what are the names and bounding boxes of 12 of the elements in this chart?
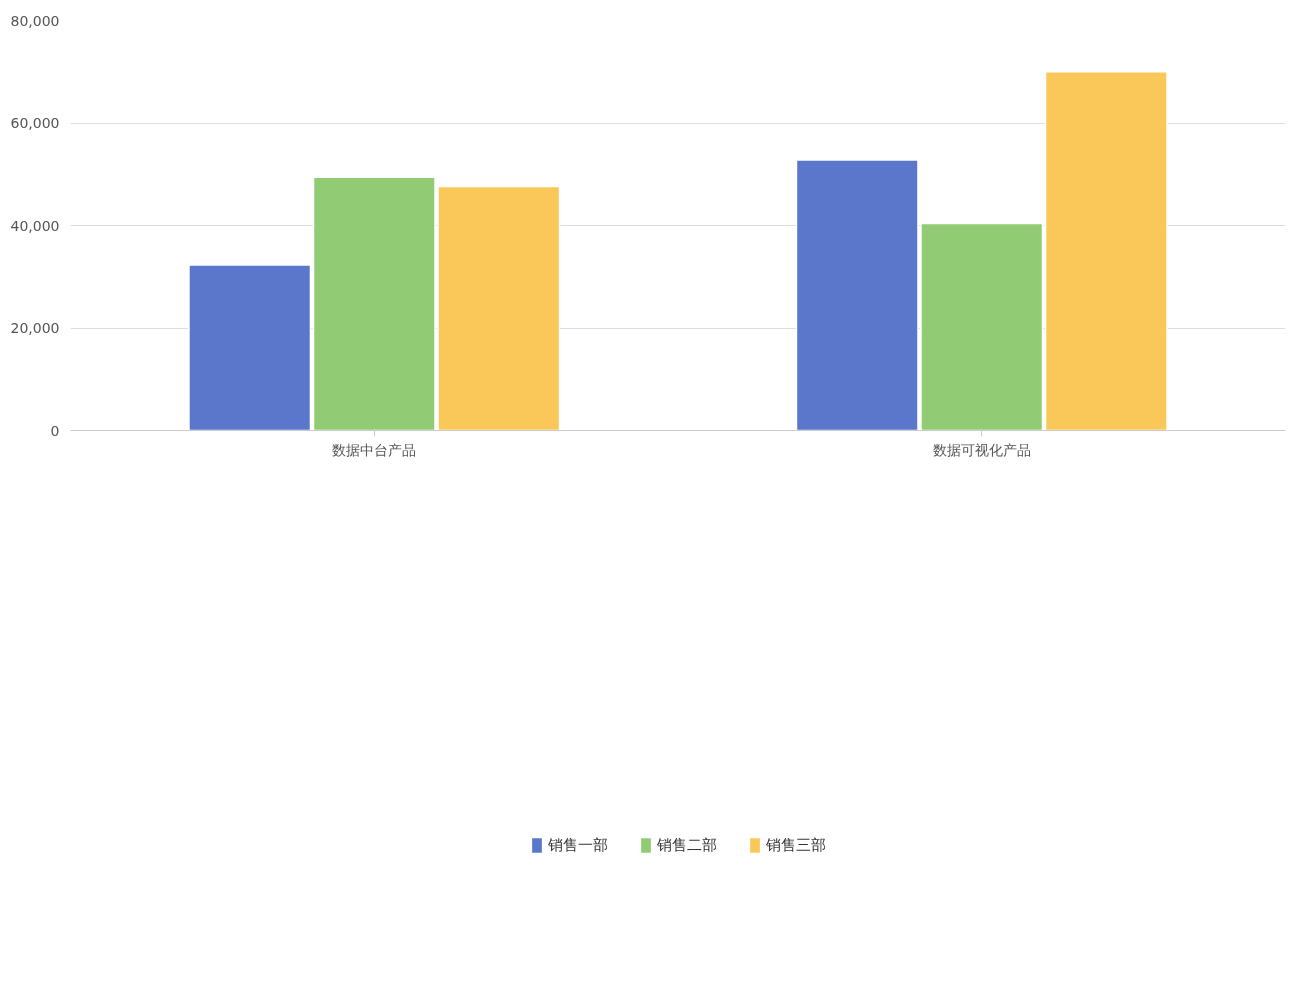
y-tick-label: 60,000 [10,115,60,131]
y-tick-label: 20,000 [10,320,60,336]
x-tick-label: 数据可视化产品 [932,441,1031,458]
y-tick-label: 80,000 [10,12,60,29]
bar [188,264,312,431]
legend-label: 销售三部 [766,835,826,855]
y-tick-label: 0 [50,422,60,439]
legend-label: 销售二部 [657,835,717,855]
x-tick-label: 数据中台产品 [332,441,417,458]
bar [1044,71,1168,431]
y-tick-label: 40,000 [10,217,60,234]
legend-label: 销售一部 [548,835,608,855]
